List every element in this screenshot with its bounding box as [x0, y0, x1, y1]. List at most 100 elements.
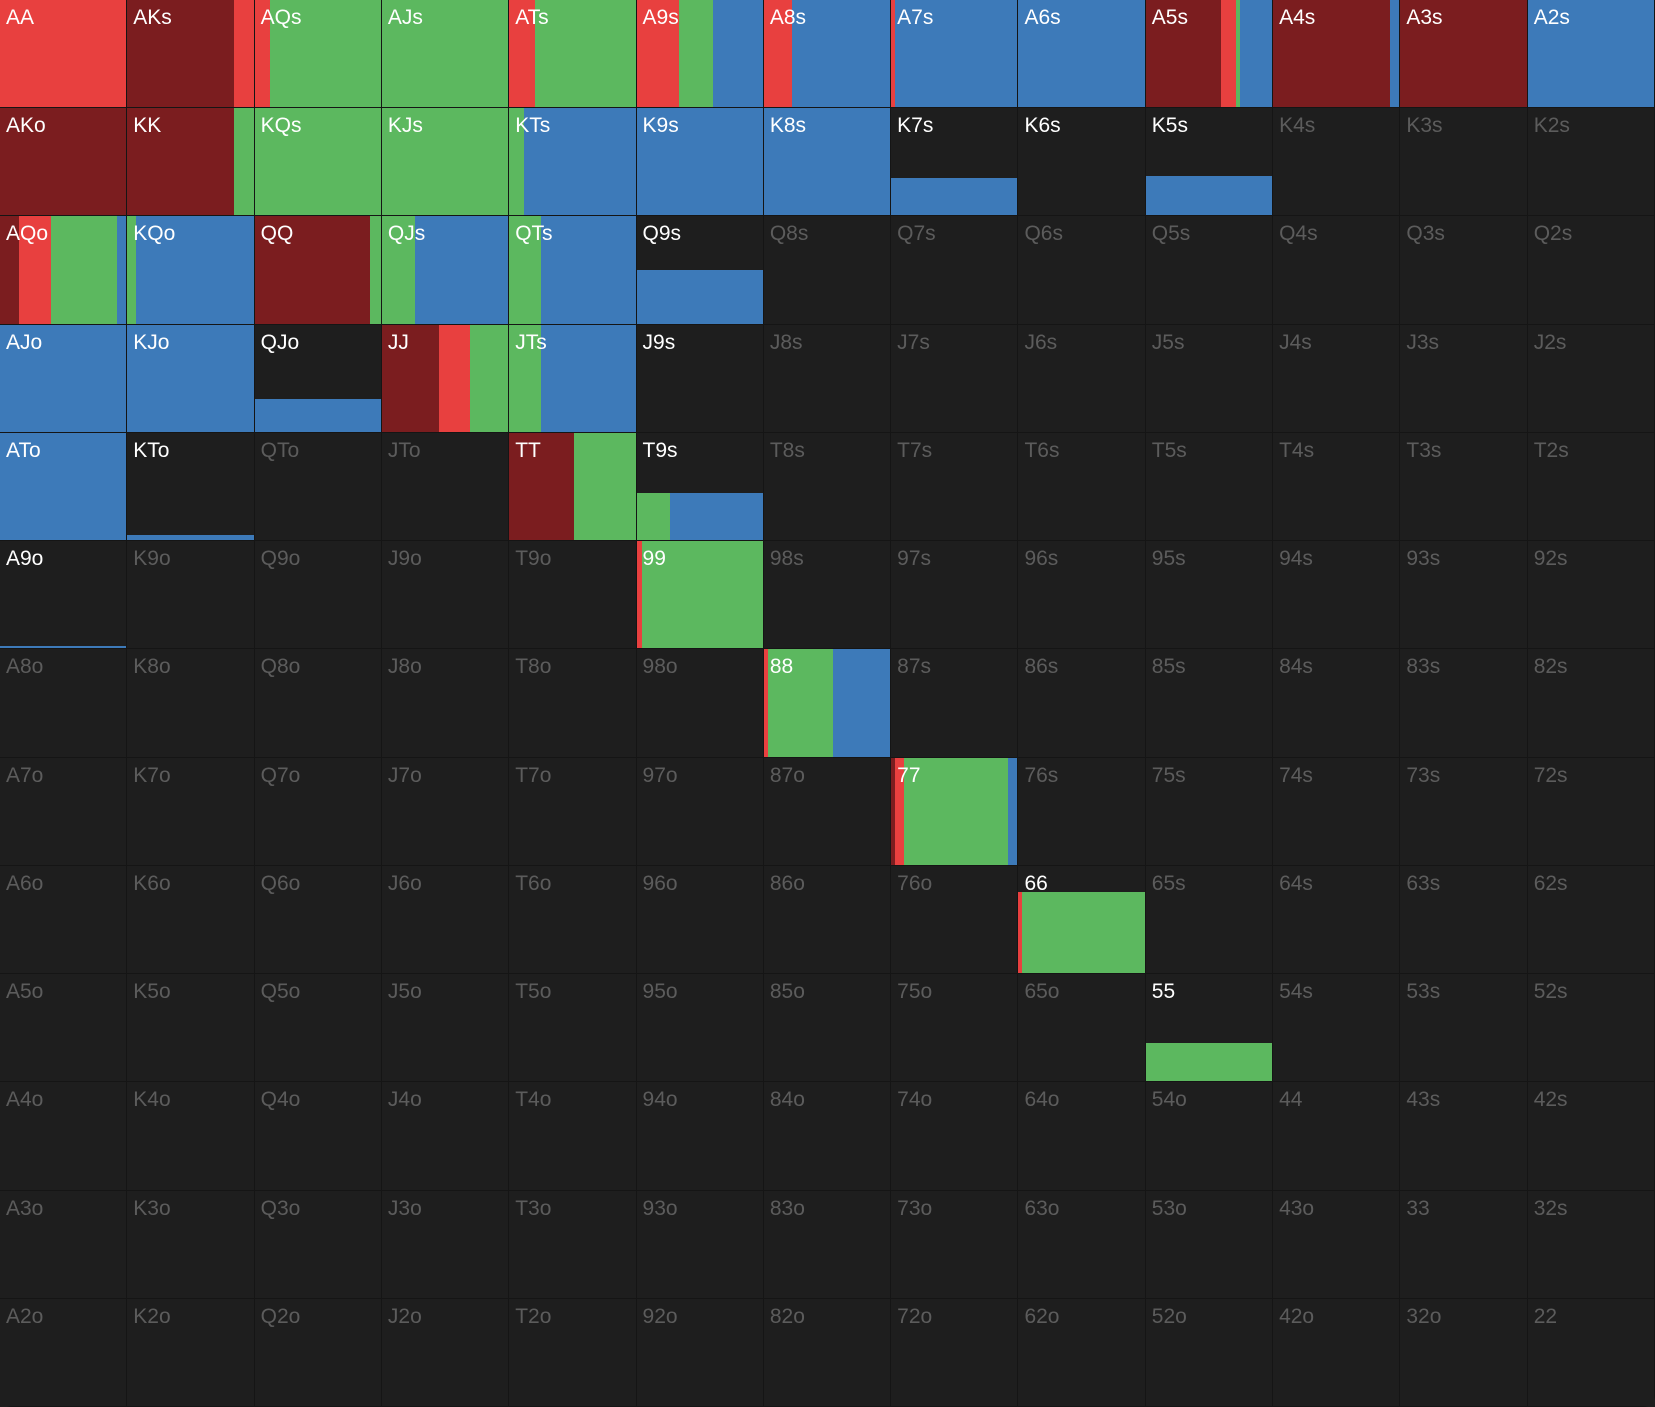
hand-cell[interactable]: 86o	[763, 865, 892, 975]
hand-cell[interactable]: K6o	[127, 865, 255, 975]
hand-cell[interactable]: AJs	[381, 0, 510, 109]
hand-cell[interactable]: 43o	[1273, 1190, 1401, 1299]
hand-cell[interactable]: KJs	[381, 108, 510, 217]
hand-cell[interactable]: 42s	[1527, 1082, 1655, 1191]
hand-cell[interactable]: J8s	[763, 324, 892, 433]
hand-cell[interactable]: 54s	[1273, 974, 1401, 1083]
hand-cell[interactable]: A9s	[636, 0, 764, 109]
hand-cell[interactable]: 74o	[891, 1082, 1019, 1191]
hand-cell[interactable]: 94s	[1273, 541, 1401, 650]
hand-cell[interactable]: JTs	[509, 324, 637, 433]
hand-cell[interactable]: J2s	[1527, 324, 1655, 433]
hand-cell[interactable]: A9o	[0, 541, 128, 650]
hand-cell[interactable]: T5s	[1145, 432, 1274, 542]
hand-cell[interactable]: T6s	[1018, 432, 1146, 542]
hand-cell[interactable]: Q9s	[636, 216, 764, 325]
hand-cell[interactable]: 22	[1527, 1298, 1655, 1407]
hand-cell[interactable]: 86s	[1018, 649, 1146, 758]
hand-cell[interactable]: Q2s	[1527, 216, 1655, 325]
hand-cell[interactable]: AKo	[0, 108, 128, 217]
hand-cell[interactable]: QJo	[254, 324, 382, 433]
hand-cell[interactable]: 83s	[1400, 649, 1528, 758]
hand-cell[interactable]: KTs	[509, 108, 637, 217]
hand-cell[interactable]: 87s	[891, 649, 1019, 758]
hand-cell[interactable]: 73s	[1400, 757, 1528, 866]
hand-cell[interactable]: 82o	[763, 1298, 892, 1407]
hand-cell[interactable]: J6s	[1018, 324, 1146, 433]
hand-cell[interactable]: 54o	[1145, 1082, 1274, 1191]
hand-cell[interactable]: Q8o	[254, 649, 382, 758]
hand-cell[interactable]: 73o	[891, 1190, 1019, 1299]
hand-cell[interactable]: 53s	[1400, 974, 1528, 1083]
hand-cell[interactable]: 32s	[1527, 1190, 1655, 1299]
hand-cell[interactable]: 87o	[763, 757, 892, 866]
hand-cell[interactable]: A4o	[0, 1082, 128, 1191]
hand-cell[interactable]: K7s	[891, 108, 1019, 217]
hand-cell[interactable]: Q7s	[891, 216, 1019, 325]
hand-cell[interactable]: Q4s	[1273, 216, 1401, 325]
hand-cell[interactable]: A5o	[0, 974, 128, 1083]
hand-cell[interactable]: J2o	[381, 1298, 510, 1407]
hand-cell[interactable]: AA	[0, 0, 128, 109]
hand-cell[interactable]: 76s	[1018, 757, 1146, 866]
hand-cell[interactable]: K7o	[127, 757, 255, 866]
hand-cell[interactable]: 98s	[763, 541, 892, 650]
hand-cell[interactable]: 72o	[891, 1298, 1019, 1407]
hand-cell[interactable]: Q8s	[763, 216, 892, 325]
hand-cell[interactable]: J3s	[1400, 324, 1528, 433]
hand-cell[interactable]: J3o	[381, 1190, 510, 1299]
hand-cell[interactable]: 52s	[1527, 974, 1655, 1083]
hand-cell[interactable]: A2s	[1527, 0, 1655, 109]
hand-cell[interactable]: K4s	[1273, 108, 1401, 217]
hand-cell[interactable]: K6s	[1018, 108, 1146, 217]
hand-cell[interactable]: Q4o	[254, 1082, 382, 1191]
hand-cell[interactable]: J9o	[381, 541, 510, 650]
hand-cell[interactable]: 64s	[1273, 865, 1401, 975]
hand-cell[interactable]: Q7o	[254, 757, 382, 866]
hand-cell[interactable]: KQo	[127, 216, 255, 325]
hand-cell[interactable]: K9o	[127, 541, 255, 650]
hand-cell[interactable]: K3o	[127, 1190, 255, 1299]
hand-cell[interactable]: 93s	[1400, 541, 1528, 650]
hand-cell[interactable]: 44	[1273, 1082, 1401, 1191]
hand-cell[interactable]: A2o	[0, 1298, 128, 1407]
hand-cell[interactable]: AJo	[0, 324, 128, 433]
hand-cell[interactable]: 97o	[636, 757, 764, 866]
hand-cell[interactable]: K9s	[636, 108, 764, 217]
hand-cell[interactable]: A6s	[1018, 0, 1146, 109]
hand-cell[interactable]: 63o	[1018, 1190, 1146, 1299]
hand-cell[interactable]: TT	[509, 432, 637, 542]
hand-cell[interactable]: 43s	[1400, 1082, 1528, 1191]
hand-cell[interactable]: KK	[127, 108, 255, 217]
hand-cell[interactable]: T4s	[1273, 432, 1401, 542]
hand-cell[interactable]: J7s	[891, 324, 1019, 433]
hand-cell[interactable]: Q6o	[254, 865, 382, 975]
hand-cell[interactable]: J5o	[381, 974, 510, 1083]
hand-cell[interactable]: J6o	[381, 865, 510, 975]
hand-cell[interactable]: 85s	[1145, 649, 1274, 758]
hand-cell[interactable]: 76o	[891, 865, 1019, 975]
hand-cell[interactable]: 93o	[636, 1190, 764, 1299]
hand-cell[interactable]: 63s	[1400, 865, 1528, 975]
hand-cell[interactable]: T4o	[509, 1082, 637, 1191]
hand-cell[interactable]: KQs	[254, 108, 382, 217]
hand-cell[interactable]: 64o	[1018, 1082, 1146, 1191]
hand-cell[interactable]: A6o	[0, 865, 128, 975]
hand-cell[interactable]: T8s	[763, 432, 892, 542]
hand-cell[interactable]: K5s	[1145, 108, 1274, 217]
hand-cell[interactable]: 96s	[1018, 541, 1146, 650]
hand-cell[interactable]: ATo	[0, 432, 128, 542]
hand-cell[interactable]: A7o	[0, 757, 128, 866]
hand-cell[interactable]: 92o	[636, 1298, 764, 1407]
hand-cell[interactable]: J4s	[1273, 324, 1401, 433]
hand-cell[interactable]: J8o	[381, 649, 510, 758]
hand-cell[interactable]: A3o	[0, 1190, 128, 1299]
hand-cell[interactable]: Q3o	[254, 1190, 382, 1299]
hand-cell[interactable]: Q6s	[1018, 216, 1146, 325]
hand-cell[interactable]: 55	[1145, 974, 1274, 1083]
hand-cell[interactable]: 66	[1018, 865, 1146, 975]
hand-cell[interactable]: 75o	[891, 974, 1019, 1083]
hand-cell[interactable]: J4o	[381, 1082, 510, 1191]
hand-cell[interactable]: Q5o	[254, 974, 382, 1083]
hand-cell[interactable]: Q5s	[1145, 216, 1274, 325]
